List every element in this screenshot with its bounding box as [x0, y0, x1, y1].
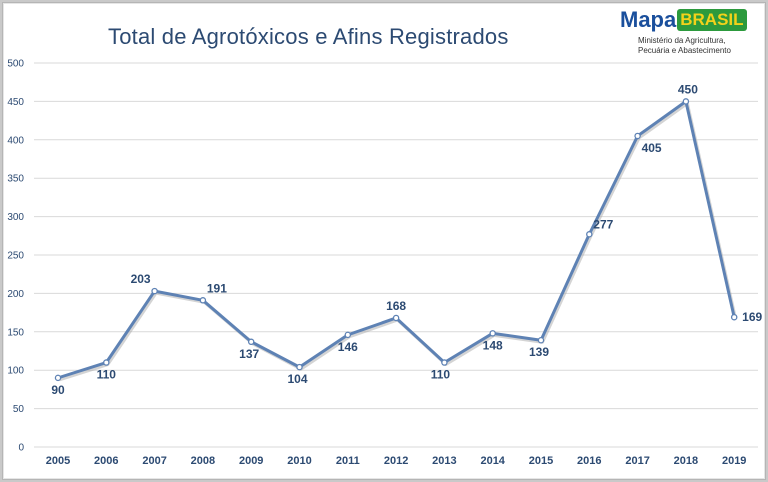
- data-label: 405: [642, 141, 662, 155]
- logo-brasil-text: BRASIL: [677, 9, 747, 31]
- data-point: [682, 98, 690, 105]
- data-point: [344, 331, 352, 339]
- data-label: 139: [529, 345, 549, 359]
- x-tick-label: 2018: [674, 455, 698, 467]
- y-tick-label: 250: [7, 251, 24, 262]
- data-point: [730, 313, 738, 321]
- data-point: [441, 359, 448, 366]
- y-tick-label: 0: [18, 443, 24, 454]
- data-label: 110: [431, 368, 451, 382]
- logo-ministry-line1: Ministério da Agricultura,: [638, 36, 726, 45]
- data-point: [199, 297, 207, 304]
- x-tick-label: 2009: [239, 455, 263, 467]
- data-point: [634, 132, 641, 140]
- x-tick-label: 2015: [529, 455, 553, 467]
- series-line: [57, 99, 736, 380]
- y-tick-label: 100: [7, 366, 24, 377]
- y-tick-label: 350: [7, 174, 24, 185]
- data-point: [489, 330, 496, 337]
- data-label: 146: [338, 340, 358, 354]
- data-label: 104: [287, 372, 307, 386]
- x-tick-label: 2008: [191, 455, 215, 467]
- data-label: 450: [678, 82, 698, 96]
- y-tick-label: 400: [7, 135, 24, 146]
- x-tick-label: 2013: [432, 455, 456, 467]
- mapa-brasil-logo: Mapa BRASIL Ministério da Agricultura, Pe…: [620, 7, 760, 67]
- logo-ministry-line2: Pecuária e Abastecimento: [638, 46, 731, 55]
- data-label: 90: [51, 383, 65, 397]
- x-tick-label: 2014: [480, 455, 505, 467]
- chart-title: Total de Agrotóxicos e Afins Registrados: [108, 24, 509, 49]
- logo-wordmark: Mapa BRASIL: [620, 7, 747, 33]
- y-tick-label: 450: [7, 97, 24, 108]
- y-tick-label: 300: [7, 212, 24, 223]
- logo-ministry-text: Ministério da Agricultura, Pecuária e Ab…: [638, 36, 758, 56]
- y-tick-label: 200: [7, 289, 24, 300]
- x-tick-label: 2017: [625, 455, 649, 467]
- data-point: [537, 336, 545, 344]
- x-tick-label: 2007: [142, 455, 166, 467]
- data-label: 137: [239, 347, 259, 361]
- x-tick-label: 2019: [722, 455, 746, 467]
- data-point: [247, 338, 255, 346]
- x-tick-label: 2010: [287, 455, 311, 467]
- data-label: 191: [207, 281, 227, 295]
- data-label: 203: [131, 272, 151, 286]
- data-label: 168: [386, 299, 406, 313]
- data-label: 169: [742, 310, 762, 324]
- data-point: [296, 363, 303, 371]
- data-point: [54, 374, 62, 382]
- x-tick-label: 2011: [336, 455, 360, 467]
- x-tick-label: 2012: [384, 455, 408, 467]
- x-tick-label: 2005: [46, 455, 70, 467]
- data-point: [586, 231, 593, 238]
- data-label: 148: [483, 338, 503, 352]
- x-tick-label: 2016: [577, 455, 601, 467]
- y-tick-label: 150: [7, 327, 24, 338]
- logo-mapa-text: Mapa: [620, 7, 677, 32]
- data-label: 110: [97, 368, 117, 382]
- x-tick-label: 2006: [94, 455, 118, 467]
- data-point: [392, 314, 400, 322]
- data-point: [103, 359, 110, 366]
- data-label: 277: [593, 217, 613, 231]
- y-tick-label: 500: [7, 59, 24, 70]
- y-tick-label: 50: [13, 404, 25, 415]
- data-point: [151, 287, 158, 295]
